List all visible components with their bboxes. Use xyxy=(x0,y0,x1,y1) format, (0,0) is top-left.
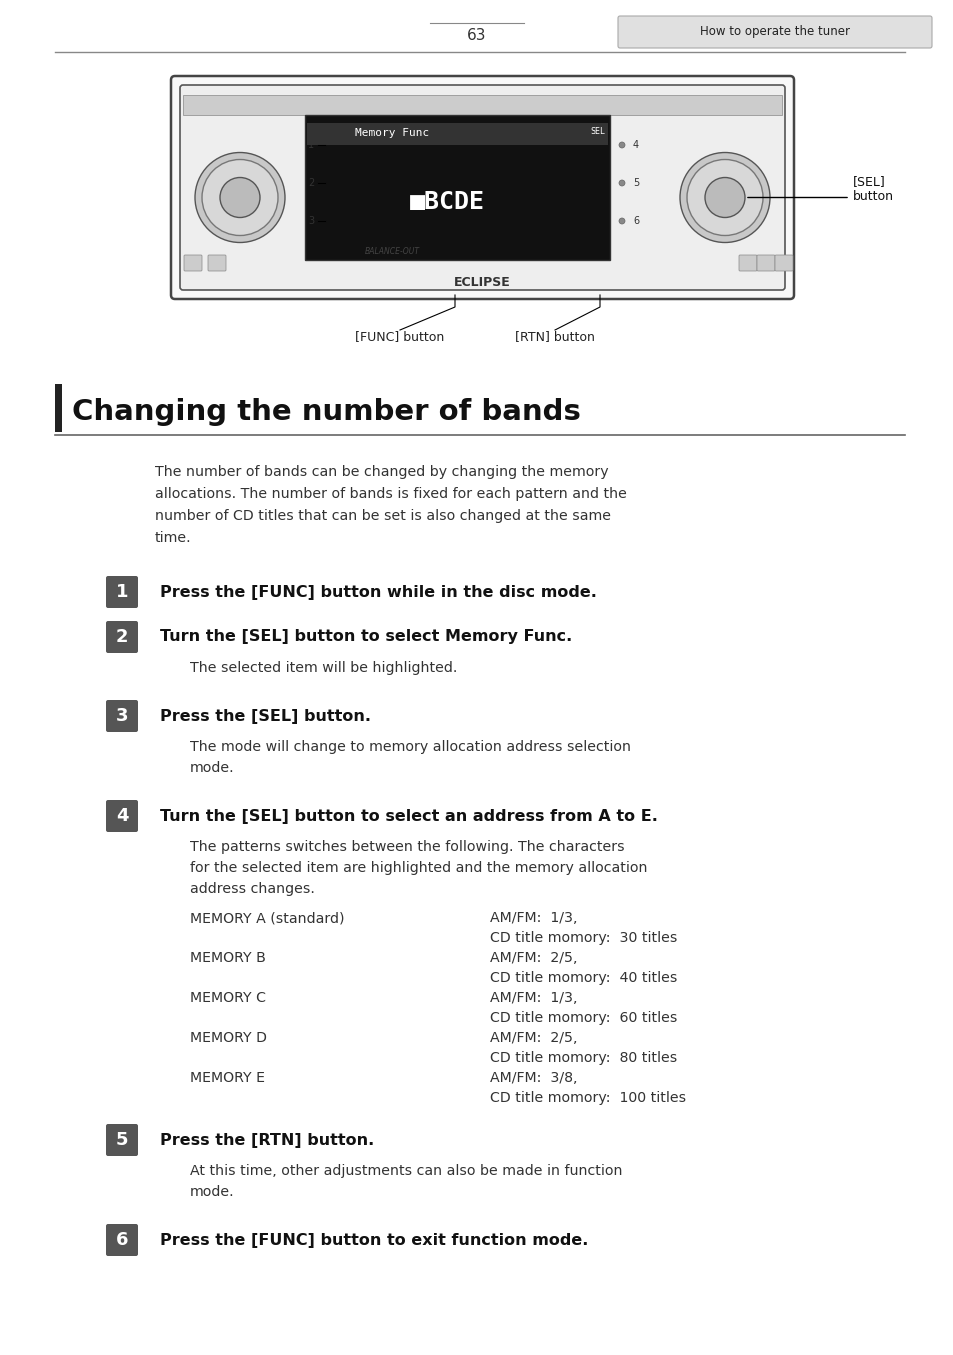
FancyBboxPatch shape xyxy=(739,255,757,271)
Bar xyxy=(183,95,781,115)
Text: MEMORY A (standard): MEMORY A (standard) xyxy=(190,911,344,925)
Bar xyxy=(55,383,62,432)
Text: Turn the [SEL] button to select an address from A to E.: Turn the [SEL] button to select an addre… xyxy=(160,809,658,824)
Bar xyxy=(307,123,607,145)
Circle shape xyxy=(679,153,769,243)
Text: [FUNC] button: [FUNC] button xyxy=(355,331,444,343)
Text: AM/FM:  2/5,: AM/FM: 2/5, xyxy=(490,951,577,965)
FancyBboxPatch shape xyxy=(618,16,931,47)
FancyBboxPatch shape xyxy=(180,85,784,290)
Text: for the selected item are highlighted and the memory allocation: for the selected item are highlighted an… xyxy=(190,860,647,875)
Circle shape xyxy=(618,218,624,224)
Text: Press the [FUNC] button to exit function mode.: Press the [FUNC] button to exit function… xyxy=(160,1233,588,1248)
Circle shape xyxy=(704,178,744,218)
Text: mode.: mode. xyxy=(190,1186,234,1199)
Text: MEMORY D: MEMORY D xyxy=(190,1031,267,1045)
FancyBboxPatch shape xyxy=(106,621,138,653)
Text: MEMORY B: MEMORY B xyxy=(190,951,266,965)
Text: AM/FM:  3/8,: AM/FM: 3/8, xyxy=(490,1070,577,1085)
Text: 4: 4 xyxy=(633,140,639,150)
Text: SEL: SEL xyxy=(589,126,604,136)
Text: The patterns switches between the following. The characters: The patterns switches between the follow… xyxy=(190,840,624,854)
Text: CD title momory:  30 titles: CD title momory: 30 titles xyxy=(490,931,677,944)
Text: The selected item will be highlighted.: The selected item will be highlighted. xyxy=(190,661,456,675)
Text: 5: 5 xyxy=(115,1131,128,1149)
Text: The mode will change to memory allocation address selection: The mode will change to memory allocatio… xyxy=(190,740,630,753)
Text: Press the [RTN] button.: Press the [RTN] button. xyxy=(160,1133,374,1148)
Text: Press the [SEL] button.: Press the [SEL] button. xyxy=(160,709,371,724)
FancyBboxPatch shape xyxy=(208,255,226,271)
Text: At this time, other adjustments can also be made in function: At this time, other adjustments can also… xyxy=(190,1164,622,1177)
Circle shape xyxy=(618,142,624,148)
Text: How to operate the tuner: How to operate the tuner xyxy=(700,26,849,38)
Text: ■BCDE: ■BCDE xyxy=(409,190,484,214)
Text: AM/FM:  1/3,: AM/FM: 1/3, xyxy=(490,991,577,1005)
Text: AM/FM:  1/3,: AM/FM: 1/3, xyxy=(490,911,577,925)
Text: 2: 2 xyxy=(308,178,314,188)
FancyBboxPatch shape xyxy=(184,255,202,271)
Text: The number of bands can be changed by changing the memory: The number of bands can be changed by ch… xyxy=(154,465,608,480)
FancyBboxPatch shape xyxy=(774,255,792,271)
Text: allocations. The number of bands is fixed for each pattern and the: allocations. The number of bands is fixe… xyxy=(154,486,626,501)
Text: BALANCE-OUT: BALANCE-OUT xyxy=(365,248,419,256)
Text: [SEL]
button: [SEL] button xyxy=(852,176,893,203)
FancyBboxPatch shape xyxy=(106,576,138,608)
Text: CD title momory:  100 titles: CD title momory: 100 titles xyxy=(490,1091,685,1104)
Circle shape xyxy=(686,160,762,236)
Text: Press the [FUNC] button while in the disc mode.: Press the [FUNC] button while in the dis… xyxy=(160,584,597,599)
Text: CD title momory:  80 titles: CD title momory: 80 titles xyxy=(490,1051,677,1065)
Text: 6: 6 xyxy=(115,1230,128,1249)
Text: 63: 63 xyxy=(467,27,486,42)
Text: Memory Func: Memory Func xyxy=(355,127,429,138)
Text: ECLIPSE: ECLIPSE xyxy=(453,276,510,290)
Text: 1: 1 xyxy=(115,583,128,602)
Text: address changes.: address changes. xyxy=(190,882,314,896)
Circle shape xyxy=(618,180,624,186)
Text: 3: 3 xyxy=(308,215,314,226)
Text: 1: 1 xyxy=(308,140,314,150)
Circle shape xyxy=(194,153,285,243)
Text: mode.: mode. xyxy=(190,762,234,775)
Text: 6: 6 xyxy=(633,215,639,226)
Circle shape xyxy=(220,178,260,218)
Circle shape xyxy=(202,160,277,236)
Text: time.: time. xyxy=(154,531,192,545)
Text: Turn the [SEL] button to select Memory Func.: Turn the [SEL] button to select Memory F… xyxy=(160,630,572,645)
Text: MEMORY E: MEMORY E xyxy=(190,1070,265,1085)
Text: Changing the number of bands: Changing the number of bands xyxy=(71,398,580,425)
Text: AM/FM:  2/5,: AM/FM: 2/5, xyxy=(490,1031,577,1045)
Text: 2: 2 xyxy=(115,627,128,646)
FancyBboxPatch shape xyxy=(171,76,793,299)
FancyBboxPatch shape xyxy=(106,701,138,732)
Text: CD title momory:  60 titles: CD title momory: 60 titles xyxy=(490,1011,677,1024)
Text: 4: 4 xyxy=(115,808,128,825)
Bar xyxy=(305,115,609,260)
Text: MEMORY C: MEMORY C xyxy=(190,991,266,1005)
FancyBboxPatch shape xyxy=(106,1125,138,1156)
Text: number of CD titles that can be set is also changed at the same: number of CD titles that can be set is a… xyxy=(154,509,610,523)
FancyBboxPatch shape xyxy=(106,1224,138,1256)
Text: [RTN] button: [RTN] button xyxy=(515,331,595,343)
FancyBboxPatch shape xyxy=(757,255,774,271)
Text: 5: 5 xyxy=(633,178,639,188)
FancyBboxPatch shape xyxy=(106,799,138,832)
Text: 3: 3 xyxy=(115,707,128,725)
Text: CD title momory:  40 titles: CD title momory: 40 titles xyxy=(490,972,677,985)
